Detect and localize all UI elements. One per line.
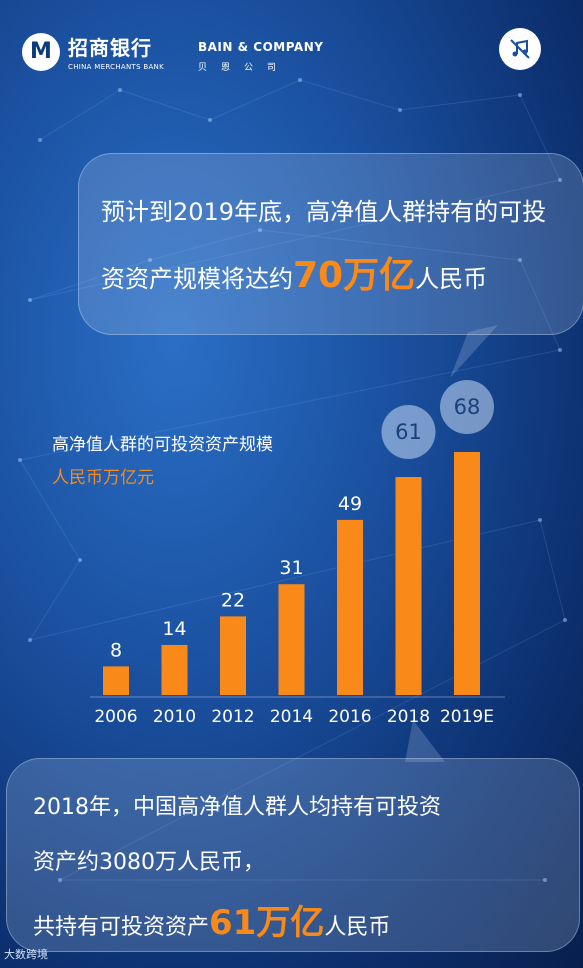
network-node — [298, 78, 302, 82]
value-bubble-2018 — [381, 405, 436, 460]
chart-title: 高净值人群的可投资资产规模 — [52, 435, 273, 455]
network-link — [259, 229, 521, 261]
network-link — [399, 94, 521, 111]
network-node — [28, 298, 32, 302]
cmb-logo: M 招商银行 CHINA MERCHANTS BANK — [22, 32, 164, 71]
network-node — [558, 348, 562, 352]
network-node — [518, 258, 522, 262]
tick-label-2016: 2016 — [328, 707, 371, 727]
value-bubble-2019E — [440, 380, 494, 434]
network-node — [398, 108, 402, 112]
network-node — [58, 878, 62, 882]
cmb-name-cn: 招商银行 — [68, 36, 152, 60]
top-callout-line2: 资资产规模将达约70万亿人民币 — [101, 246, 487, 298]
music-off-icon — [510, 39, 530, 59]
network-node — [38, 138, 42, 142]
bottom-callout-line1: 2018年，中国高净值人群人均持有可投资 — [33, 795, 441, 820]
bottom-bubble-tail — [405, 720, 445, 762]
network-node — [28, 638, 32, 642]
network-node — [118, 88, 122, 92]
network-link — [19, 349, 561, 461]
network-link — [29, 559, 81, 641]
tick-label-2012: 2012 — [211, 707, 254, 727]
data-label-2016: 49 — [338, 493, 362, 515]
bar-2006 — [103, 666, 129, 695]
watermark: 大数跨境 — [4, 948, 48, 961]
bottom-callout-line3: 共持有可投资资产61万亿人民币 — [33, 895, 390, 944]
bottom-callout-bubble: 2018年，中国高净值人群人均持有可投资 资产约3080万人民币， 共持有可投资… — [6, 758, 580, 952]
top-callout-line1: 预计到2019年底，高净值人群持有的可投 — [101, 198, 547, 226]
bain-logo: BAIN & COMPANY 贝恩公司 — [198, 40, 323, 73]
network-link — [299, 79, 401, 111]
network-link — [209, 79, 301, 121]
tick-label-2010: 2010 — [153, 707, 196, 727]
bar-2012 — [220, 616, 246, 695]
bar-2019E — [454, 452, 480, 695]
network-node — [538, 518, 542, 522]
bain-name-en: BAIN & COMPANY — [198, 40, 324, 54]
network-link — [149, 229, 261, 261]
tick-label-2014: 2014 — [270, 707, 313, 727]
network-node — [563, 618, 567, 622]
bar-2014 — [278, 584, 305, 695]
network-link — [29, 179, 561, 301]
network-link — [39, 89, 121, 141]
bottom-callout-highlight: 61万亿 — [209, 903, 325, 943]
data-label-2014: 31 — [279, 557, 303, 579]
bar-2010 — [161, 644, 188, 695]
cmb-name-en: CHINA MERCHANTS BANK — [68, 63, 164, 71]
cmb-logo-mark: M — [22, 32, 60, 71]
network-node — [18, 458, 22, 462]
top-callout-suffix: 人民币 — [415, 265, 488, 293]
tick-label-2018: 2018 — [387, 707, 430, 727]
music-toggle-button[interactable] — [499, 28, 541, 70]
top-callout-bubble: 预计到2019年底，高净值人群持有的可投 资资产规模将达约70万亿人民币 — [78, 153, 583, 335]
data-label-2018: 61 — [395, 420, 422, 444]
network-node — [518, 93, 522, 97]
data-label-2019E: 68 — [454, 395, 481, 419]
network-node — [543, 878, 547, 882]
bottom-callout-prefix: 共持有可投资资产 — [33, 915, 210, 940]
bottom-callout-line2: 资产约3080万人民币， — [33, 850, 265, 875]
bain-name-cn: 贝恩公司 — [198, 63, 291, 73]
network-link — [519, 259, 561, 351]
tick-label-2019E: 2019E — [440, 707, 494, 727]
network-link — [59, 619, 566, 881]
chart-unit: 人民币万亿元 — [52, 468, 154, 488]
network-link — [19, 459, 81, 561]
network-link — [29, 259, 151, 301]
network-link — [539, 519, 566, 621]
network-link — [119, 89, 211, 121]
network-node — [258, 228, 262, 232]
tick-label-2006: 2006 — [94, 707, 137, 727]
bottom-callout-suffix: 人民币 — [324, 915, 391, 940]
top-callout-prefix: 资资产规模将达约 — [101, 265, 293, 293]
network-node — [208, 118, 212, 122]
data-label-2012: 22 — [221, 589, 245, 611]
bar-2016 — [337, 519, 363, 695]
data-label-2010: 14 — [162, 618, 186, 640]
data-label-2006: 8 — [110, 639, 122, 661]
top-bubble-tail — [450, 325, 498, 378]
bar-2018 — [395, 477, 422, 695]
network-node — [148, 258, 152, 262]
network-node — [78, 558, 82, 562]
top-callout-highlight: 70万亿 — [293, 255, 416, 296]
